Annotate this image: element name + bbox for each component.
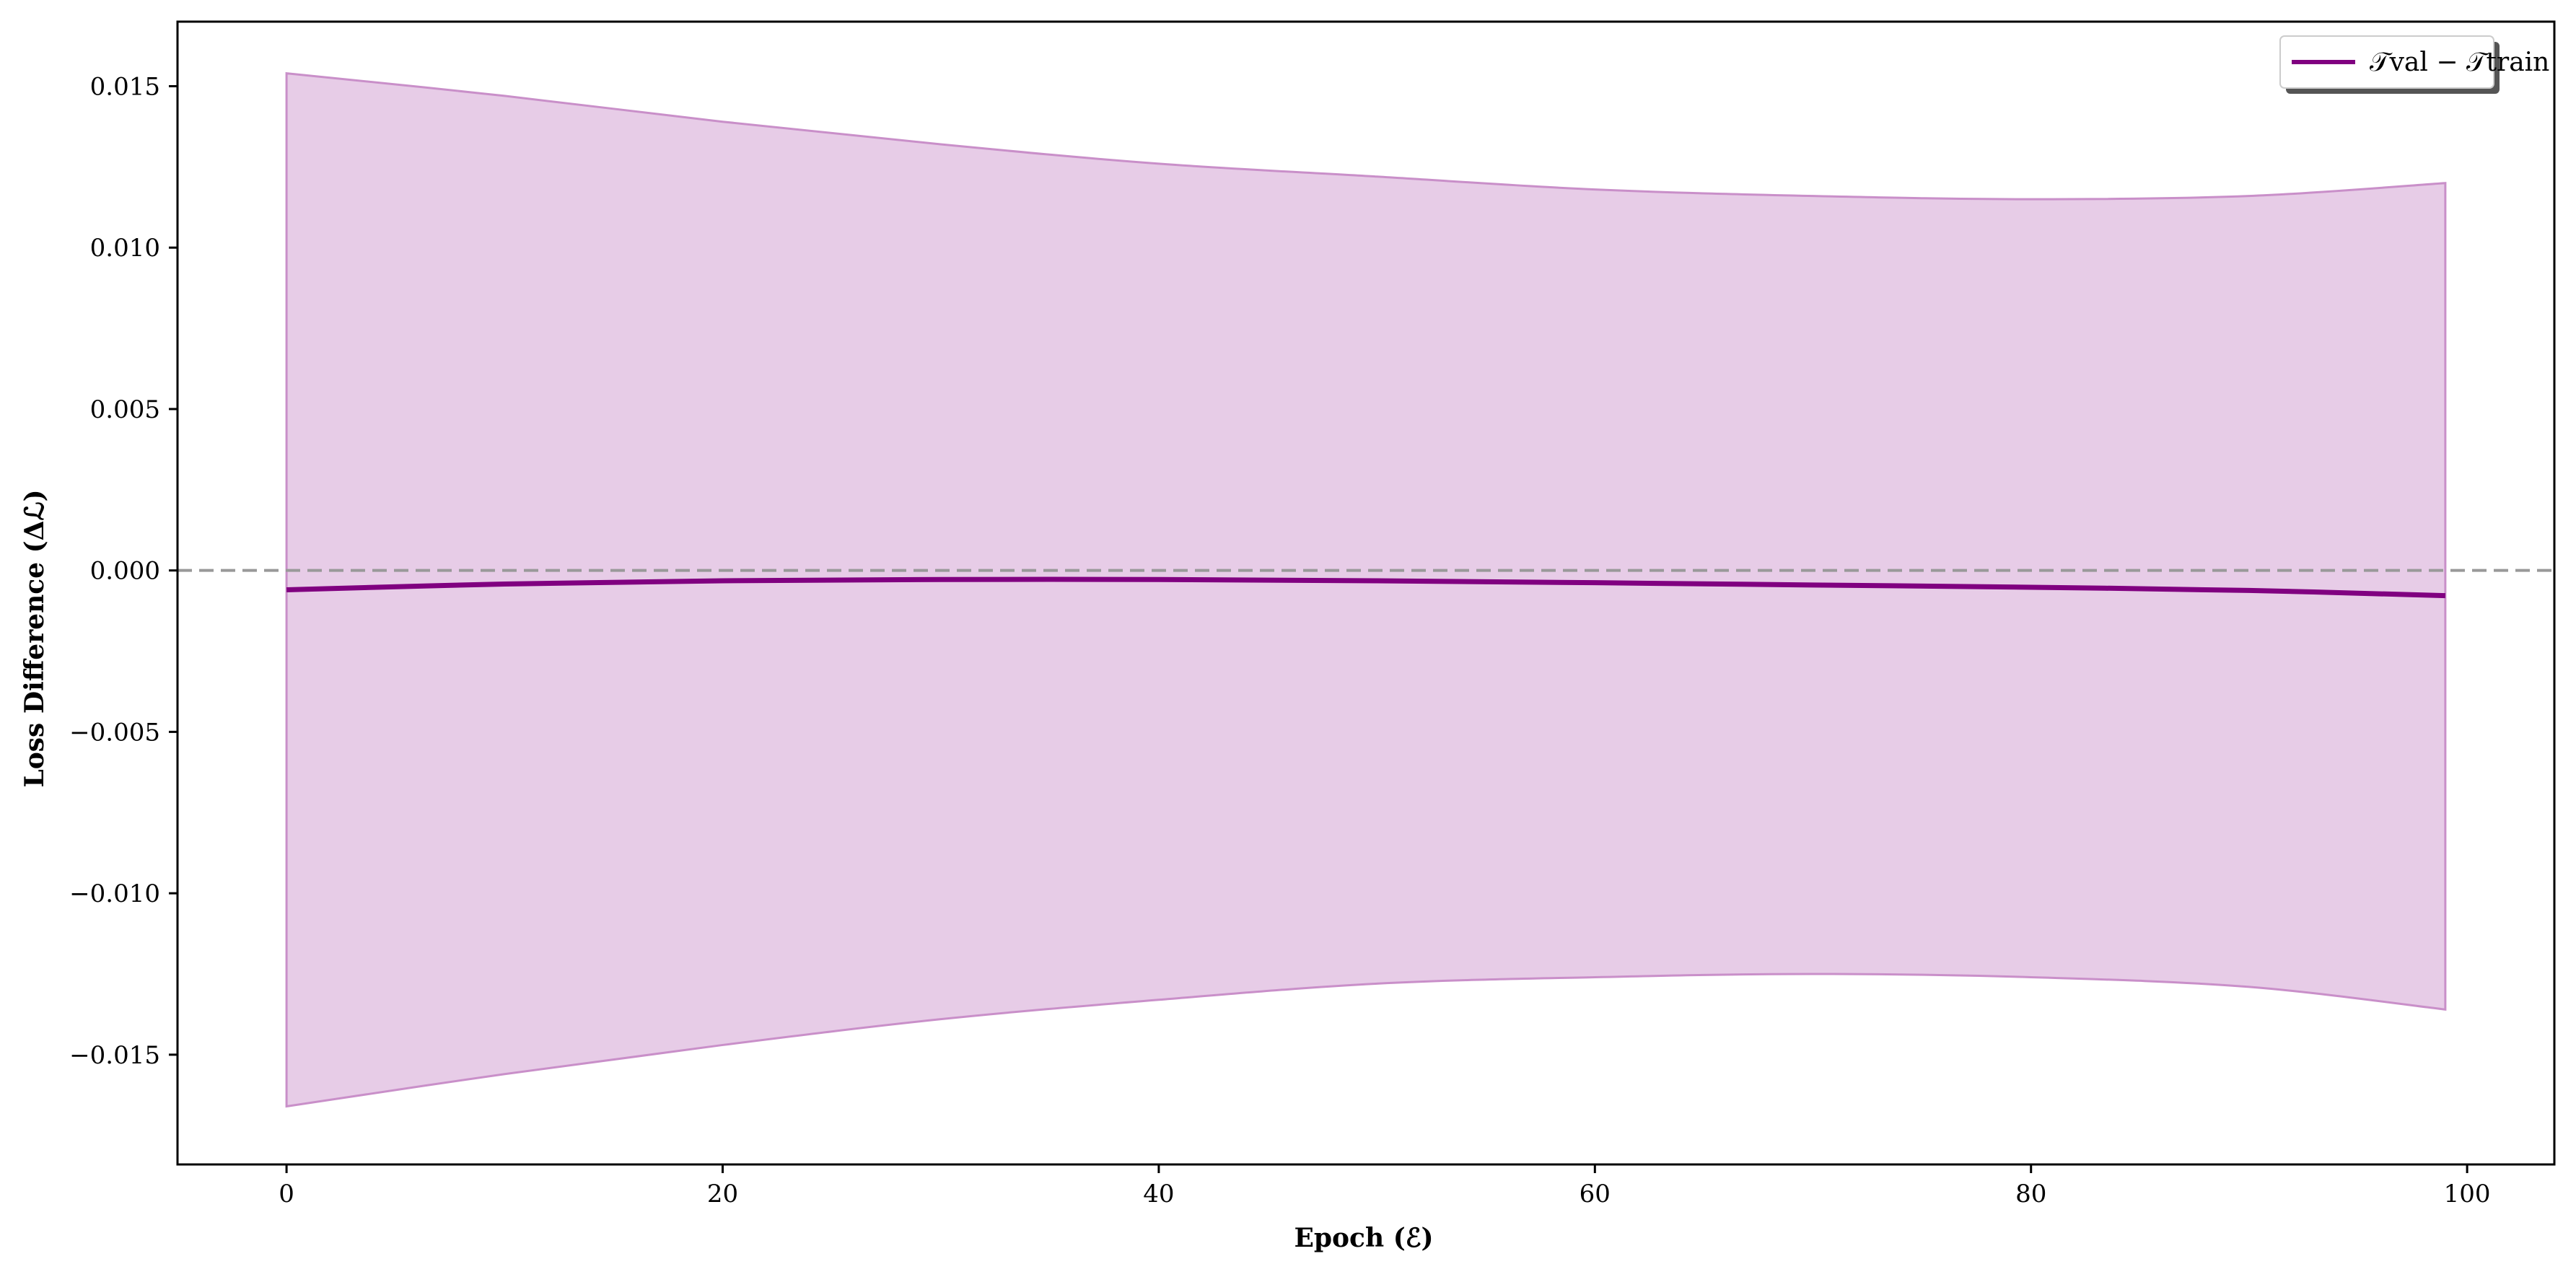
y-tick-label: −0.005 [69,718,160,747]
legend-label: 𝒯val − 𝒯train [2370,48,2549,77]
x-tick-label: 80 [2015,1180,2046,1208]
y-axis-title: Loss Difference (Δℒ) [19,489,50,787]
y-tick-label: 0.005 [90,395,160,424]
y-tick-label: 0.015 [90,72,160,101]
x-tick-label: 0 [279,1180,294,1208]
x-tick-label: 100 [2444,1180,2491,1208]
axes-layer [176,20,2556,1166]
plot-frame [176,20,2556,1166]
y-tick-label: −0.010 [69,879,160,908]
series-line-layer [286,576,2445,599]
x-ticks: 0 20 40 60 80 100 [279,1164,2491,1208]
y-ticks: −0.015 −0.010 −0.005 0.000 0.005 0.010 0.015 [69,72,178,1070]
x-axis-title: Epoch (ℰ) [1294,1223,1433,1253]
series-line [286,576,2445,599]
confidence-band-layer [285,71,2447,1108]
y-tick-label: −0.015 [69,1041,160,1070]
x-tick-label: 60 [1580,1180,1611,1208]
legend: 𝒯val − 𝒯train [2279,35,2549,94]
y-tick-label: 0.000 [90,557,160,586]
y-tick-label: 0.010 [90,234,160,263]
confidence-band [285,71,2447,1108]
x-tick-label: 20 [707,1180,738,1208]
x-tick-label: 40 [1143,1180,1174,1208]
legend-box [2279,35,2494,89]
